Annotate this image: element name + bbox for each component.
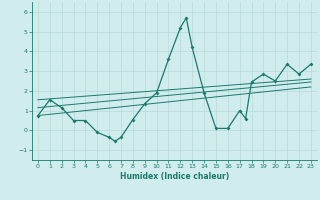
X-axis label: Humidex (Indice chaleur): Humidex (Indice chaleur) bbox=[120, 172, 229, 181]
